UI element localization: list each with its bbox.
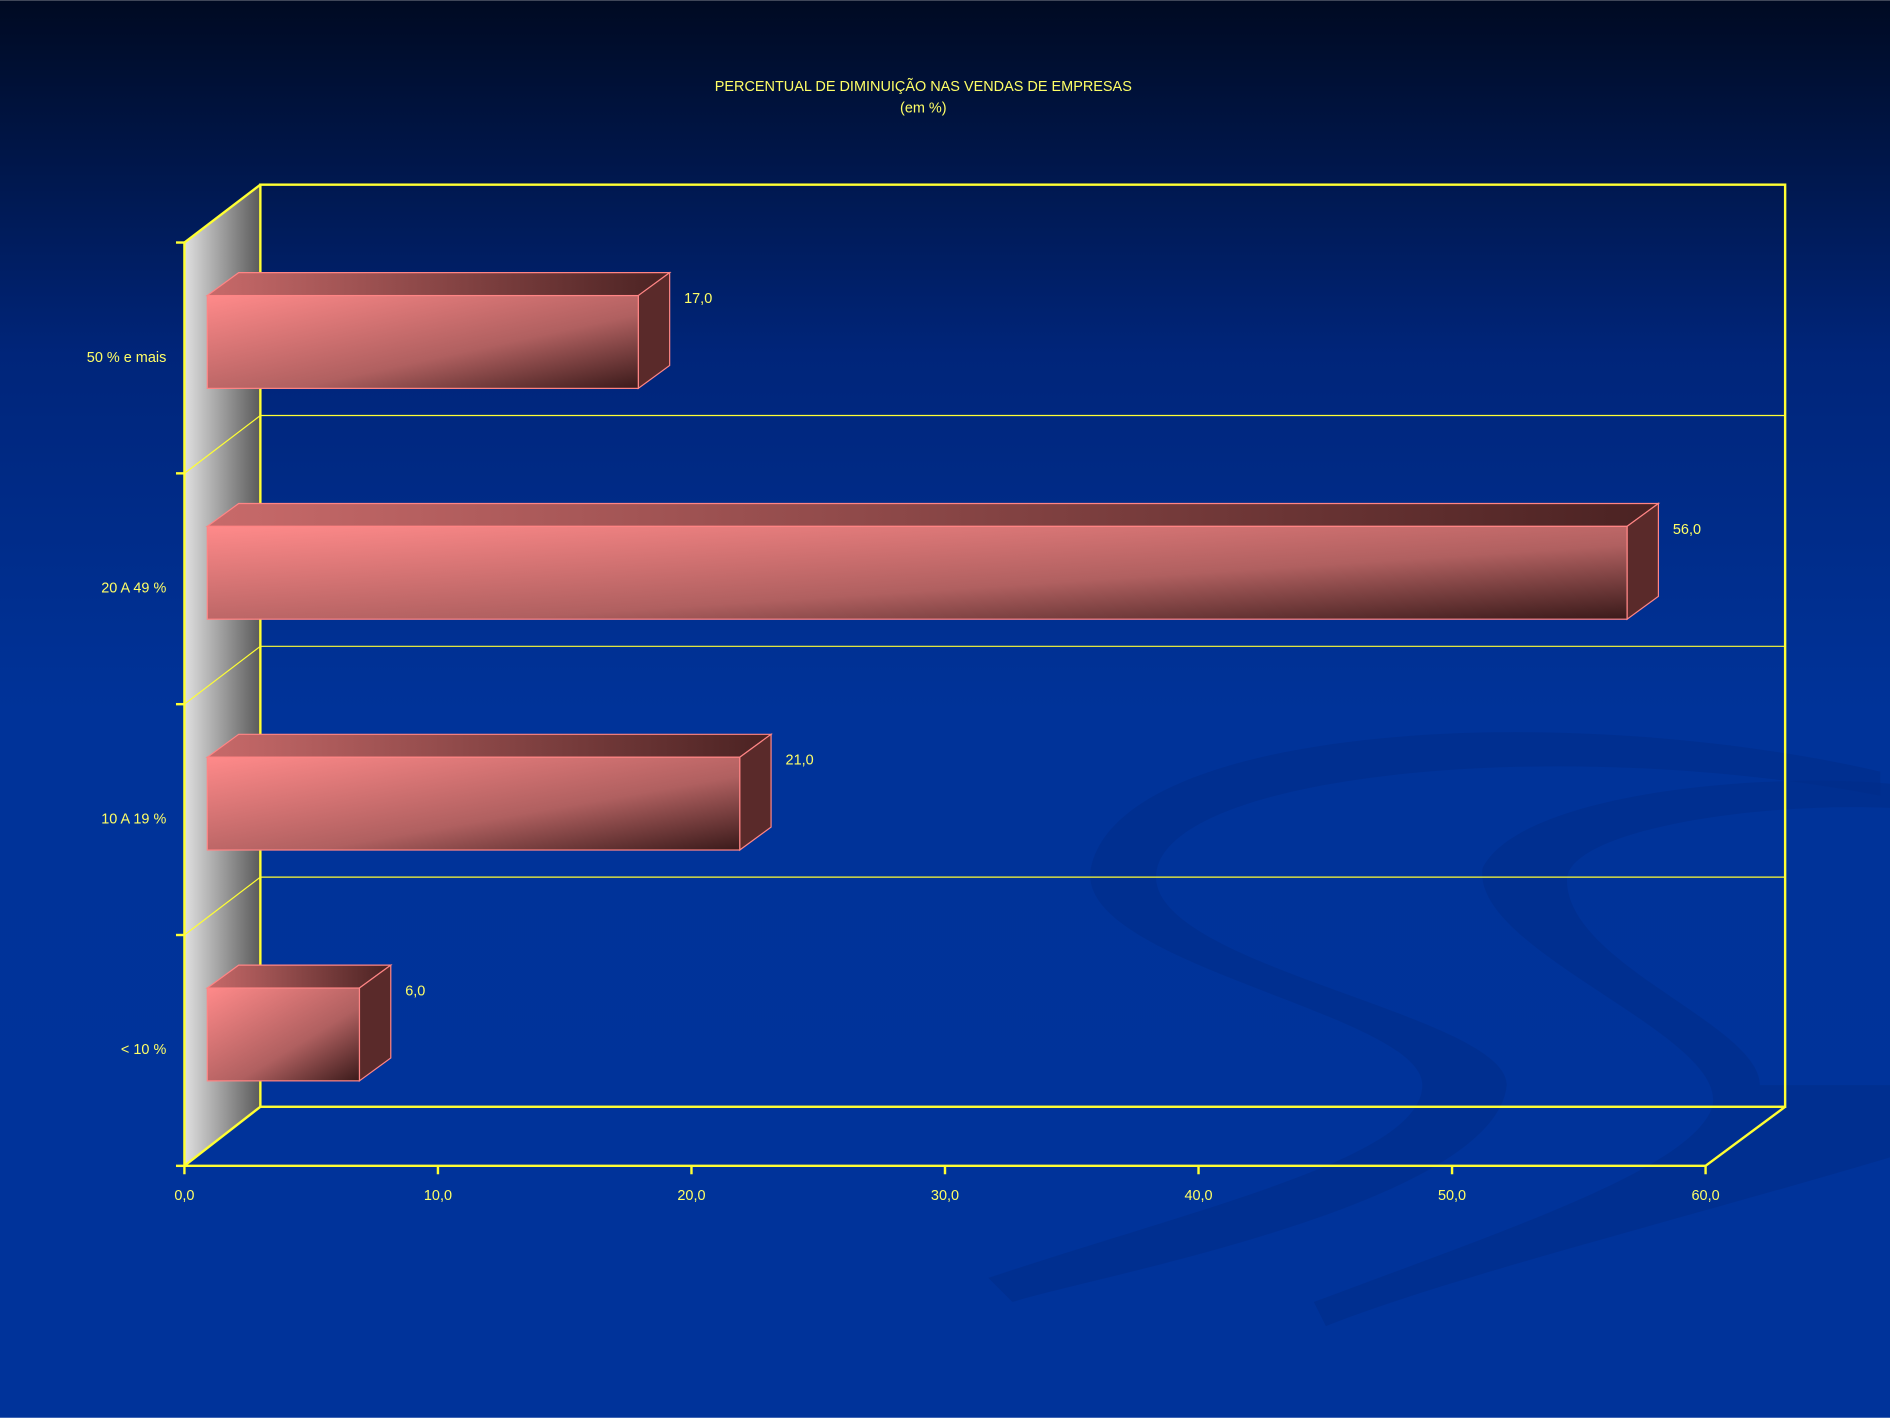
value-label: 17,0 — [684, 291, 712, 307]
y-tick-label: 10 A 19 % — [101, 811, 166, 827]
wall-edge — [183, 183, 262, 244]
bar-top — [205, 733, 773, 758]
floor-edge — [183, 1105, 262, 1167]
bar-top — [205, 272, 672, 297]
decoration — [1313, 780, 1890, 1327]
value-label: 21,0 — [786, 753, 814, 769]
x-tick-label: 40,0 — [1184, 1188, 1212, 1204]
bar — [206, 987, 361, 1082]
chart-title: PERCENTUAL DE DIMINUIÇÃO NAS VENDAS DE E… — [715, 78, 1132, 95]
x-tick-label: 20,0 — [677, 1188, 705, 1204]
chart-subtitle: (em %) — [900, 101, 947, 117]
value-label: 6,0 — [405, 983, 425, 999]
x-tick-label: 50,0 — [1438, 1188, 1466, 1204]
wall-grid-line — [184, 645, 261, 705]
wall-grid-line — [184, 415, 261, 474]
y-tick-label: 20 A 49 % — [101, 581, 166, 597]
x-tick-label: 30,0 — [931, 1188, 959, 1204]
bar — [206, 525, 1628, 620]
y-tick-label: 50 % e mais — [87, 350, 167, 366]
plot: 0,0 10,0 20,0 30,0 40,0 50,0 60,0 17,0 50 % e ma… — [87, 241, 1786, 1204]
x-tick-label: 60,0 — [1692, 1188, 1720, 1204]
x-tick-label: 10,0 — [424, 1188, 452, 1204]
wall-grid-line — [184, 876, 261, 936]
bar — [206, 294, 639, 389]
x-tick-label: 0,0 — [174, 1188, 194, 1204]
value-label: 56,0 — [1673, 522, 1701, 538]
y-tick-label: < 10 % — [121, 1042, 167, 1058]
bar — [206, 756, 741, 851]
bar-top — [205, 502, 1661, 527]
